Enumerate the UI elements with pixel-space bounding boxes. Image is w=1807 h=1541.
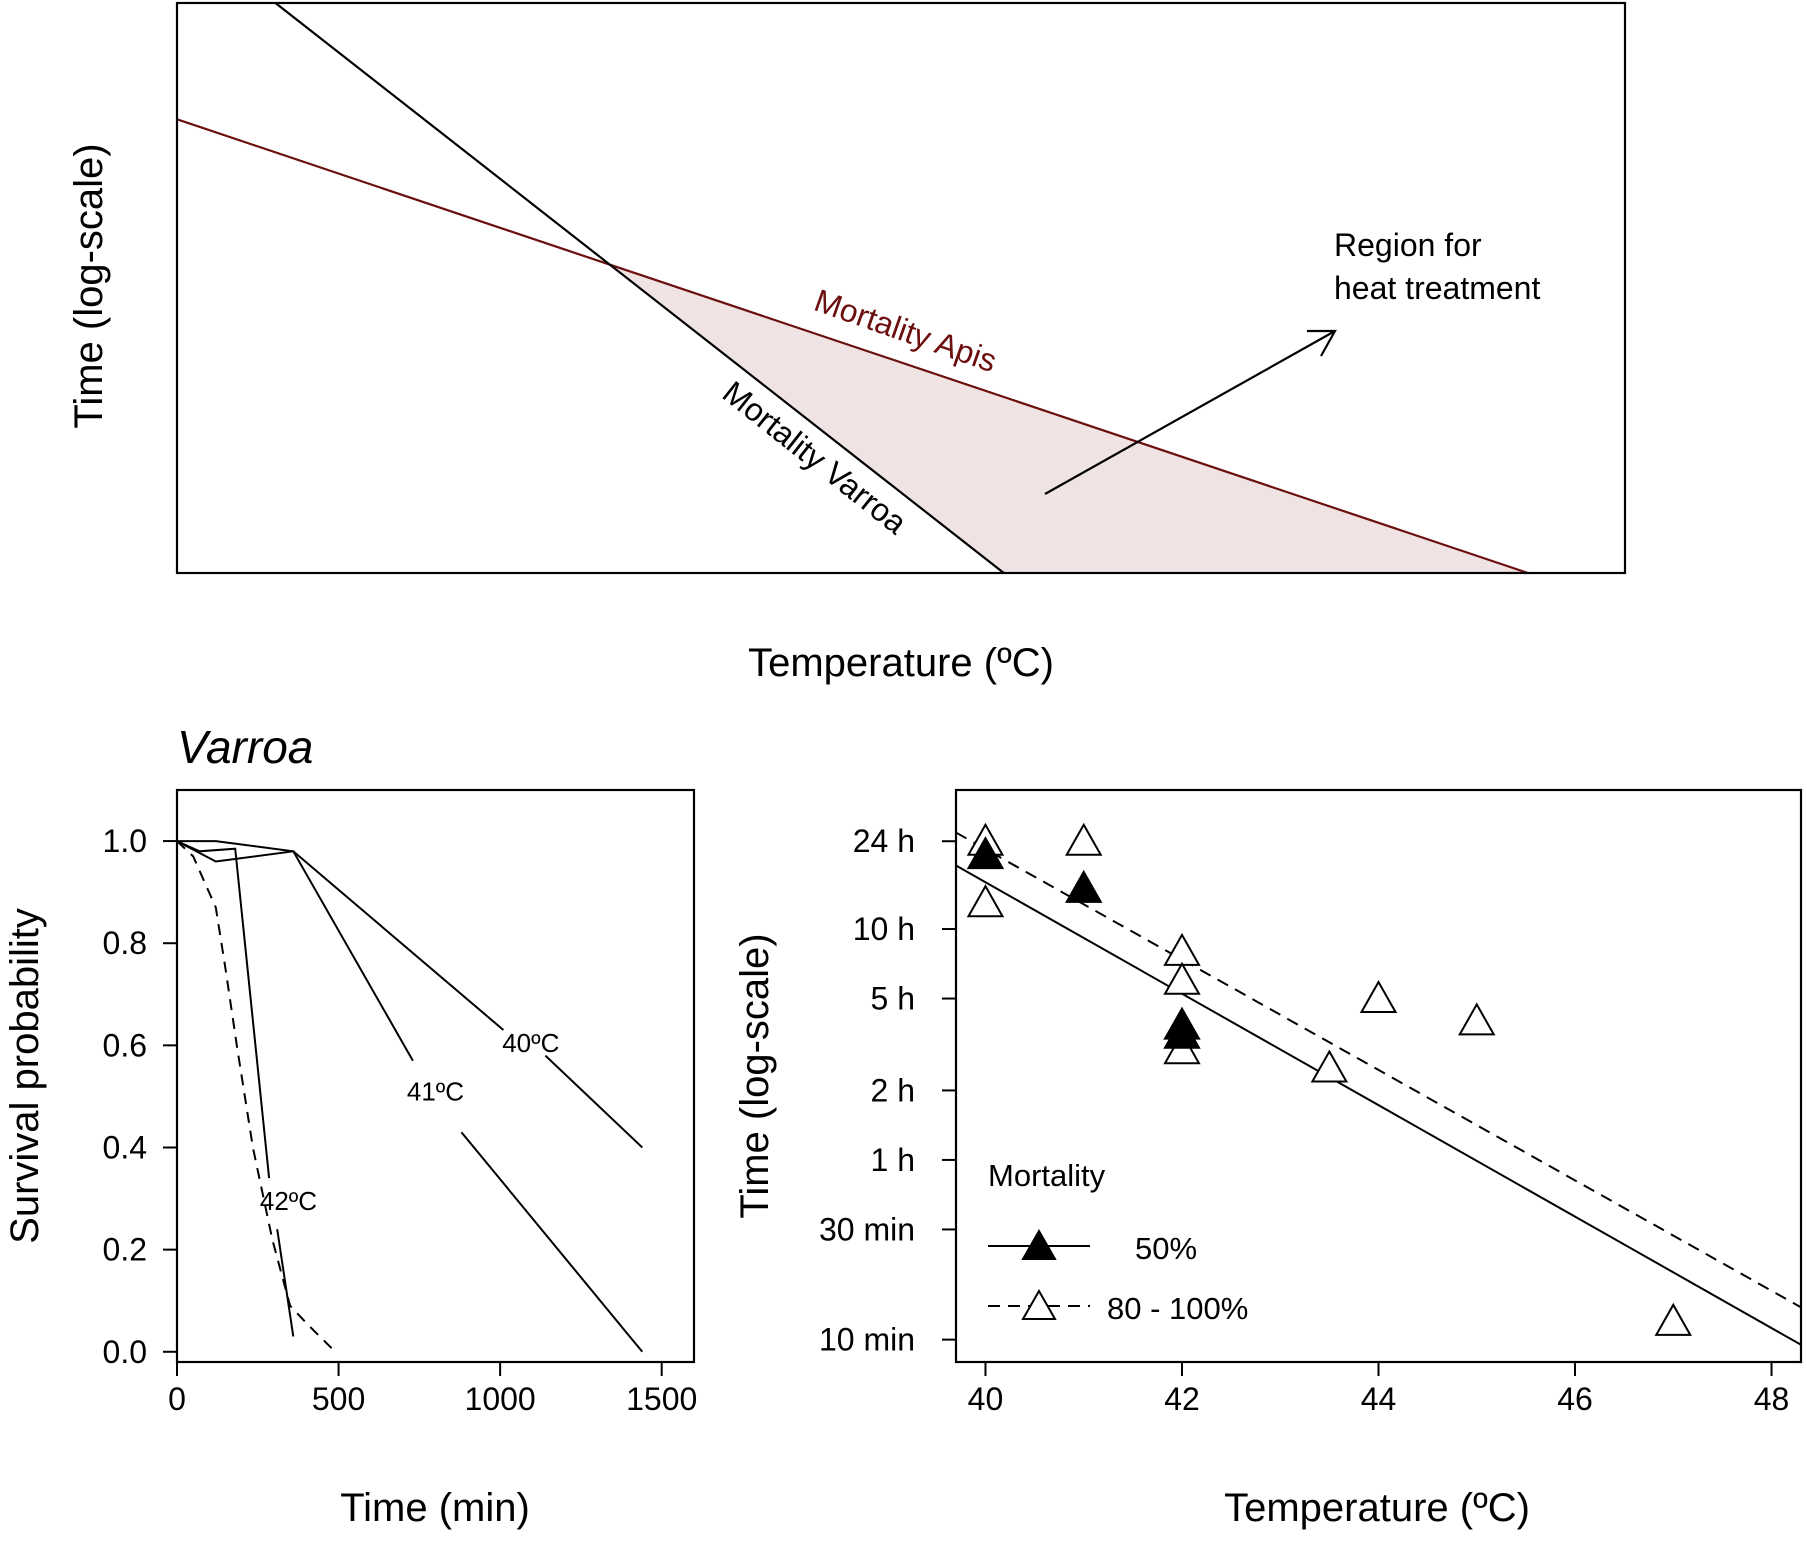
survival-plot-frame (175, 788, 696, 1364)
survival-curve-labels: 40ºC 41ºC 42ºC (260, 1028, 560, 1216)
survival-curve-label: 40ºC (502, 1028, 559, 1058)
survival-curve-42-c-seg-1 (276, 1229, 295, 1337)
open-triangle-point (1310, 1049, 1349, 1083)
survival-y-tick-label: 0.4 (103, 1130, 147, 1166)
concept-panel: Region for heat treatment Mortality Apis… (67, 1, 1627, 685)
legend-filled-triangle-icon (1021, 1228, 1057, 1260)
mortality-y-axis: 10 min 30 min 1 h 2 h 5 h 10 h 24 h (819, 823, 956, 1358)
open-triangle-point (1065, 822, 1103, 856)
legend-entry-50: 50% (1135, 1231, 1197, 1266)
open-triangle-point (1359, 980, 1398, 1014)
filled-triangle-point (966, 836, 1005, 870)
mortality-y-tick-label: 2 h (871, 1072, 915, 1108)
survival-curve-42-c-dashed-seg-0 (176, 840, 337, 1353)
mortality-y-tick-label: 1 h (871, 1142, 915, 1178)
region-arrow (1044, 330, 1336, 495)
survival-curve-42-c-seg-0 (176, 840, 271, 1179)
varroa-mortality-line (274, 2, 1005, 574)
open-triangle-point (966, 884, 1005, 918)
open-triangle-point (1163, 961, 1201, 995)
concept-plot-frame (175, 1, 1627, 575)
survival-y-tick-label: 0.0 (103, 1334, 147, 1370)
legend-entry-80-100: 80 - 100% (1107, 1291, 1248, 1326)
survival-x-tick-label: 500 (312, 1381, 365, 1417)
region-label-line2: heat treatment (1334, 270, 1540, 306)
mortality-x-tick-label: 48 (1754, 1381, 1790, 1417)
survival-x-axis: 0 500 1000 1500 (168, 1362, 697, 1417)
open-triangle-point (1458, 1002, 1496, 1036)
survival-x-tick-label: 1500 (626, 1381, 697, 1417)
apis-mortality-line (176, 118, 1529, 575)
mortality-y-tick-label: 10 min (819, 1322, 915, 1358)
mortality-legend: Mortality 50% 80 - 100% (988, 1158, 1248, 1326)
survival-curve-label: 42ºC (260, 1186, 317, 1216)
survival-curve-41-c-seg-1 (460, 1131, 644, 1353)
concept-x-axis-title: Temperature (ºC) (748, 641, 1054, 685)
mortality-fit-lines (955, 831, 1802, 1346)
survival-x-tick-label: 0 (168, 1381, 186, 1417)
mortality-x-tick-label: 42 (1164, 1381, 1200, 1417)
survival-y-tick-label: 1.0 (103, 823, 147, 859)
survival-panel-title: Varroa (177, 721, 313, 773)
survival-x-tick-label: 1000 (465, 1381, 536, 1417)
survival-y-tick-label: 0.6 (103, 1027, 147, 1063)
open-triangle-point (1163, 932, 1201, 966)
fit-line-80-100 (955, 831, 1802, 1309)
mortality-x-tick-label: 40 (968, 1381, 1004, 1417)
filled-triangle-point (1065, 869, 1103, 903)
legend-open-triangle-icon (1021, 1288, 1057, 1320)
mortality-x-tick-label: 44 (1361, 1381, 1397, 1417)
mortality-y-tick-label: 30 min (819, 1211, 915, 1247)
open-triangle-point (1654, 1302, 1692, 1336)
survival-y-axis: 0.0 0.2 0.4 0.6 0.8 1.0 (103, 823, 177, 1370)
survival-curve-label: 41ºC (407, 1076, 464, 1106)
survival-y-tick-label: 0.2 (103, 1232, 147, 1268)
mortality-x-tick-label: 46 (1557, 1381, 1593, 1417)
mortality-y-tick-label: 24 h (853, 823, 915, 859)
survival-curve-40-c-seg-1 (544, 1054, 643, 1149)
mortality-y-axis-title: Time (log-scale) (733, 933, 777, 1218)
survival-curve-41-c-seg-0 (176, 840, 414, 1062)
survival-y-tick-label: 0.8 (103, 925, 147, 961)
fit-line-50 (955, 864, 1802, 1346)
arrow-head-icon (1307, 329, 1337, 357)
concept-y-axis-title: Time (log-scale) (67, 143, 111, 428)
survival-x-axis-title: Time (min) (340, 1486, 530, 1530)
mortality-y-tick-label: 10 h (853, 911, 915, 947)
mortality-points (966, 822, 1692, 1336)
mortality-y-tick-label: 5 h (871, 981, 915, 1017)
survival-curves (176, 840, 644, 1353)
mortality-panel: 40 42 44 46 48 10 min 30 min 1 h 2 h 5 h 10 h 24 h… (733, 788, 1803, 1530)
survival-curve-40-c-seg-0 (177, 840, 505, 1031)
legend-title: Mortality (988, 1158, 1106, 1193)
region-label-line1: Region for (1334, 227, 1482, 263)
survival-y-axis-title: Survival probability (3, 908, 47, 1244)
filled-triangle-point (1163, 1015, 1201, 1049)
mortality-x-axis-title: Temperature (ºC) (1224, 1486, 1530, 1530)
mortality-x-axis: 40 42 44 46 48 (968, 1362, 1790, 1417)
